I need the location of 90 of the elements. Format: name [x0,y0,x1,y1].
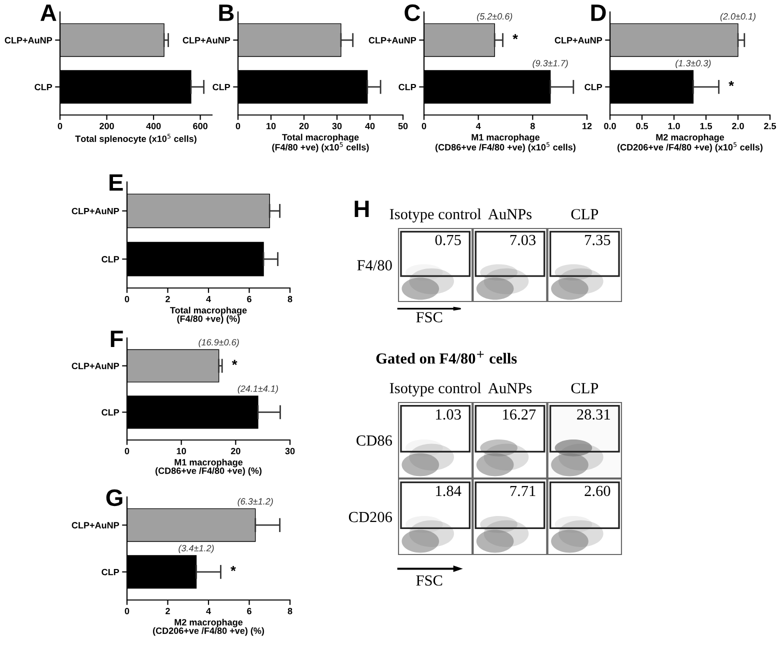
x-axis-title: M2 macrophage (CD206+ve /F4/80 +ve) (%) [153,618,264,636]
x-tick-label: 8 [288,608,292,614]
y-tick-label: CLP+AuNP [182,37,230,44]
data-label: 16.27 [503,409,536,420]
data-label: 7.71 [510,486,536,496]
x-tick-label: 1.0 [668,122,680,130]
annotation: * [230,566,236,572]
data-label: (1.3±0.3) [676,60,711,68]
x-tick-label: 4 [476,122,481,130]
x-axis-title: FSC [416,312,442,322]
x-axis-title: Total macrophage (F4/80 +ve) (x10$^{5}$ cells) [272,134,369,152]
annotation: * [512,34,518,40]
chart-title: H [354,200,369,217]
y-tick-label: CLP+AuNP [4,37,52,44]
x-axis-title: M2 macrophage (CD206+ve /F4/80 +ve) (x10$^{5}$ cells) [618,134,762,152]
chart-title: C [404,4,420,22]
x-tick-label: 30 [332,122,342,130]
data-label: (3.4±1.2) [178,544,214,554]
chart-title: E [110,174,123,191]
x-tick-label: 4 [206,296,211,302]
x-tick-label: 50 [398,122,408,130]
data-label: (6.3±1.2) [238,498,273,506]
x-tick-label: 600 [193,122,208,130]
y-tick-label: CLP [102,409,120,416]
x-tick-label: AuNPs [488,383,532,394]
x-tick-label: 1.5 [700,122,712,130]
y-tick-label: CLP [102,568,120,576]
data-label: (16.9±0.6) [198,338,239,348]
x-tick-label: 40 [365,122,375,130]
x-tick-label: 6 [247,608,252,614]
data-label: 7.03 [510,234,536,246]
y-tick-label: CLP+AuNP [72,522,120,528]
y-tick-label: CD206 [348,512,392,522]
y-tick-label: F4/80 [357,260,392,270]
x-tick-label: 4 [206,608,211,614]
x-tick-label: 2.0 [732,122,744,130]
chart-title: A [40,4,56,21]
data-label: (5.2±0.6) [477,12,512,22]
x-tick-label: 0 [124,448,130,454]
data-label: 0.75 [435,234,461,246]
x-tick-label: 200 [100,122,114,130]
x-tick-label: 12 [582,122,592,130]
x-tick-label: Isotype control [390,208,482,222]
data-label: 1.84 [436,486,462,496]
y-tick-label: CD86 [356,435,392,446]
x-tick-label: 0.5 [636,122,648,130]
x-tick-label: 8 [530,122,535,130]
x-axis-title: Total macrophage (F4/80 +ve) (%) [170,306,247,324]
x-tick-label: 0 [58,122,62,130]
chart-title: F [110,330,123,347]
x-tick-label: 8 [288,296,292,302]
x-tick-label: 0.0 [604,122,616,130]
annotation: * [232,360,238,366]
x-tick-label: Isotype control [390,382,482,396]
data-label: (2.0±0.1) [720,12,756,22]
chart-title: Gated on F4/80$^{+}$ cells [376,350,517,364]
x-tick-label: 0 [236,122,240,130]
y-tick-label: CLP+AuNP [368,37,416,44]
chart-title: G [106,489,122,506]
data-label: 2.60 [584,486,610,496]
x-tick-label: 20 [299,122,309,130]
x-axis-title: M1 macrophage (CD86+ve /F4/80 +ve) (%) [156,458,262,476]
y-tick-label: CLP+AuNP [72,208,120,214]
x-axis-title: M1 macrophage (CD86+ve /F4/80 +ve) (x10$^{5}$ cells) [435,134,576,152]
x-tick-label: 2 [166,296,170,302]
x-tick-label: 6 [247,296,252,302]
x-tick-label: 0 [422,122,426,130]
x-axis-title: Total splenocyte (x10$^{5}$ cells) [75,134,196,144]
x-tick-label: 0 [124,608,130,614]
x-tick-label: 2 [166,608,170,614]
y-tick-label: CLP+AuNP [554,37,602,44]
x-axis-title: FSC [416,575,442,586]
data-label: 1.03 [436,409,461,420]
x-tick-label: 20 [230,448,240,454]
y-tick-label: CLP+AuNP [72,362,120,370]
data-label: (9.3±1.7) [532,60,568,68]
chart-title: B [219,4,234,21]
x-tick-label: 30 [285,448,295,454]
data-label: 7.35 [585,234,610,246]
annotation: * [728,80,734,86]
data-label: (24.1±4.1) [238,385,278,394]
x-tick-label: 400 [146,122,161,130]
x-tick-label: 2.5 [764,122,776,130]
x-tick-label: AuNPs [488,209,532,220]
y-tick-label: CLP [102,256,120,262]
x-tick-label: 0 [124,296,130,302]
x-tick-label: 10 [266,122,276,130]
chart-title: D [591,4,606,21]
data-label: 28.31 [577,409,610,420]
x-tick-label: 10 [176,448,186,454]
